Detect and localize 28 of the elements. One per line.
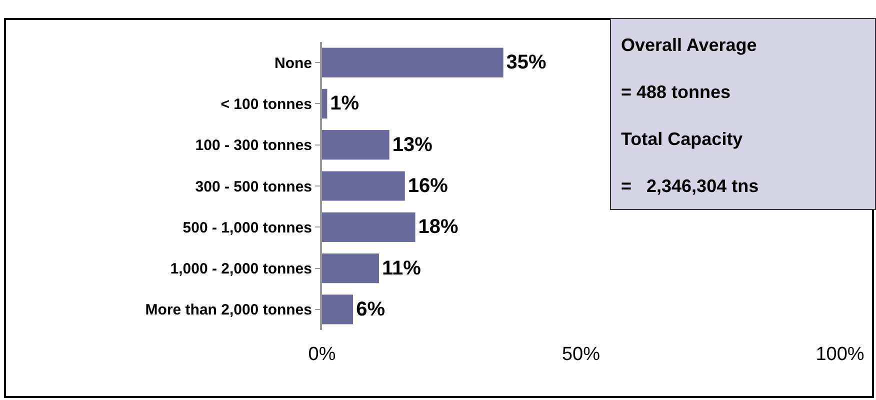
data-label: 35% — [506, 52, 547, 74]
y-tick-label: 100 - 300 tonnes — [195, 137, 312, 154]
y-tick-label: < 100 tonnes — [220, 96, 312, 113]
bar — [322, 130, 390, 160]
data-label: 18% — [418, 216, 458, 238]
y-tick-label: None — [274, 54, 312, 72]
data-label: 6% — [356, 298, 386, 320]
x-tick-label: 50% — [562, 344, 600, 365]
data-label: 11% — [382, 257, 422, 280]
bar — [322, 48, 504, 78]
annotation: Total Capacity — [621, 129, 743, 149]
bar — [322, 212, 416, 242]
y-tick-label: 300 - 500 tonnes — [195, 178, 312, 196]
data-label: 1% — [330, 92, 360, 115]
bar — [322, 88, 328, 119]
annotation: = 488 tonnes — [621, 82, 731, 102]
x-tick-label: 100% — [816, 344, 864, 365]
y-tick-label: More than 2,000 tonnes — [145, 302, 312, 319]
y-tick-label: 1,000 - 2,000 tonnes — [170, 260, 312, 278]
x-tick-label: 0% — [308, 344, 336, 365]
bar — [322, 171, 405, 201]
annotation: Overall Average — [621, 35, 757, 55]
bar — [322, 253, 379, 284]
annotation: = 2,346,304 tns — [621, 176, 759, 196]
data-label: 13% — [392, 134, 433, 156]
y-tick-label: 500 - 1,000 tonnes — [182, 219, 312, 236]
data-label: 16% — [408, 175, 448, 197]
bar — [322, 294, 354, 324]
